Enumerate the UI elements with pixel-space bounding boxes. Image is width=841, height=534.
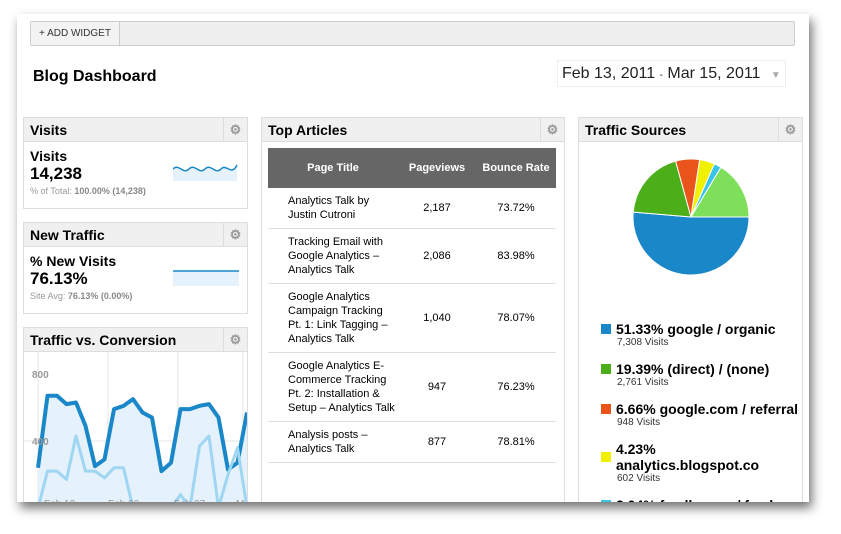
x-tick-label: Feb 13: [44, 499, 76, 502]
table-row: Tracking Email with Google Analytics – A…: [268, 228, 556, 284]
bounce-rate-cell: 78.07%: [476, 283, 556, 353]
page-title-cell[interactable]: Tracking Email with Google Analytics – A…: [268, 228, 398, 284]
column-header[interactable]: Page Title: [268, 148, 398, 188]
legend-swatch: [601, 364, 611, 374]
date-start: Feb 13, 2011: [562, 65, 656, 82]
toolbar: + ADD WIDGET: [30, 21, 795, 46]
gear-icon[interactable]: ⚙: [223, 223, 247, 246]
gear-icon[interactable]: ⚙: [223, 118, 247, 141]
legend-label: 2.04% feedburner / feed: [616, 497, 773, 502]
table-row: Google Analytics E-Commerce Tracking Pt.…: [268, 352, 556, 422]
top-articles-table: Page Title Pageviews Bounce Rate Analyti…: [268, 148, 556, 463]
add-widget-button[interactable]: + ADD WIDGET: [31, 22, 120, 45]
legend-label: 6.66% google.com / referral: [616, 401, 799, 417]
column-header[interactable]: Pageviews: [398, 148, 476, 188]
traffic-sources-widget: Traffic Sources ⚙ 51.33% google / organic…: [578, 117, 803, 502]
date-end: Mar 15, 2011: [667, 65, 761, 82]
gear-icon[interactable]: ⚙: [223, 328, 247, 351]
metric-sub: % of Total: 100.00% (14,238): [30, 186, 247, 196]
legend-visits: 2,761 Visits: [617, 377, 669, 388]
metric-sub: Site Avg: 76.13% (0.00%): [30, 291, 247, 301]
top-articles-widget: Top Articles ⚙ Page Title Pageviews Bounc…: [261, 117, 565, 502]
dashboard-page: + ADD WIDGET Blog Dashboard Feb 13, 2011…: [17, 14, 809, 502]
x-tick-label: M: [236, 499, 244, 502]
metric-label: % New Visits: [30, 253, 117, 269]
sub-value: 76.13% (0.00%): [67, 291, 133, 301]
x-tick-label: Feb 27: [174, 499, 206, 502]
new-visits-sparkline: [173, 270, 239, 286]
legend-item[interactable]: 19.39% (direct) / (none) 2,761 Visits: [601, 361, 802, 388]
legend-swatch: [601, 404, 611, 414]
table-row: Analytics Talk by Justin Cutroni 2,187 73.…: [268, 188, 556, 229]
bounce-rate-cell: 83.98%: [476, 228, 556, 284]
page-title: Blog Dashboard: [33, 68, 157, 85]
pie-slice[interactable]: [690, 166, 750, 218]
visits-sparkline: [173, 164, 238, 181]
table-row: Analysis posts – Analytics Talk 877 78.81%: [268, 421, 556, 463]
legend-visits: 602 Visits: [617, 473, 661, 484]
date-separator: -: [659, 70, 663, 81]
page-title-cell[interactable]: Analytics Talk by Justin Cutroni: [268, 188, 398, 229]
page-title-cell[interactable]: Google Analytics E-Commerce Tracking Pt.…: [268, 352, 398, 422]
legend-visits: 948 Visits: [617, 417, 661, 428]
sub-label: Site Avg:: [30, 291, 66, 301]
pie-slice[interactable]: [632, 211, 750, 276]
metric-value: 76.13%: [30, 269, 88, 288]
metric-label: Visits: [30, 148, 68, 164]
page-title-cell[interactable]: Google Analytics Campaign Tracking Pt. 1…: [268, 283, 398, 353]
pie-legend: 51.33% google / organic 7,308 Visits 19.39…: [579, 321, 802, 502]
series-line: [37, 434, 248, 502]
series-line: [36, 393, 249, 474]
pageviews-cell: 1,040: [398, 283, 476, 353]
table-row: Google Analytics Campaign Tracking Pt. 1…: [268, 283, 556, 353]
bounce-rate-cell: 78.81%: [476, 421, 556, 463]
column-header[interactable]: Bounce Rate: [476, 148, 556, 188]
legend-item[interactable]: 6.66% google.com / referral 948 Visits: [601, 401, 802, 428]
gear-icon[interactable]: ⚙: [540, 118, 564, 141]
legend-visits: 7,308 Visits: [617, 337, 669, 348]
visits-widget: Visits ⚙ Visits 14,238 % of Total: 100.00…: [23, 117, 248, 209]
pageviews-cell: 2,086: [398, 228, 476, 284]
sub-label: % of Total:: [30, 186, 72, 196]
x-tick-label: Feb 20: [108, 499, 140, 502]
chevron-down-icon[interactable]: ▼: [770, 70, 781, 81]
bounce-rate-cell: 76.23%: [476, 352, 556, 422]
legend-item[interactable]: 51.33% google / organic 7,308 Visits: [601, 321, 802, 348]
legend-swatch: [601, 324, 611, 334]
traffic-sources-pie: [632, 158, 750, 276]
sub-value: 100.00% (14,238): [74, 186, 146, 196]
legend-item[interactable]: 4.23% analytics.blogspot.co 602 Visits: [601, 441, 802, 484]
widget-title: Top Articles: [268, 122, 348, 138]
y-tick-label: 400: [32, 437, 49, 448]
bounce-rate-cell: 73.72%: [476, 188, 556, 229]
widget-title: Traffic vs. Conversion: [30, 332, 177, 348]
widget-title: New Traffic: [30, 227, 105, 243]
new-traffic-widget: New Traffic ⚙ % New Visits 76.13% Site Av…: [23, 222, 248, 314]
pie-slice[interactable]: [632, 160, 692, 218]
legend-item[interactable]: 2.04% feedburner / feed291 Visits: [601, 497, 802, 502]
page-title-cell[interactable]: Analysis posts – Analytics Talk: [268, 421, 398, 463]
legend-label: 4.23% analytics.blogspot.co: [615, 441, 760, 473]
traffic-conversion-chart: 800 400 Feb 13 Feb 20 Feb 27 M: [24, 352, 249, 502]
pageviews-cell: 877: [398, 421, 476, 463]
pageviews-cell: 2,187: [398, 188, 476, 229]
traffic-conversion-widget: Traffic vs. Conversion ⚙ 800 400 Feb 13 Feb …: [23, 327, 249, 502]
pageviews-cell: 947: [398, 352, 476, 422]
legend-label: 51.33% google / organic: [616, 321, 776, 337]
date-range-picker[interactable]: Feb 13, 2011 - Mar 15, 2011 ▼: [557, 60, 786, 87]
widget-title: Traffic Sources: [585, 122, 687, 138]
metric-value: 14,238: [30, 164, 82, 183]
legend-swatch: [601, 500, 611, 502]
legend-label: 19.39% (direct) / (none): [616, 361, 770, 377]
legend-swatch: [601, 452, 611, 462]
gear-icon[interactable]: ⚙: [778, 118, 802, 141]
widget-title: Visits: [30, 122, 68, 138]
y-tick-label: 800: [32, 370, 49, 381]
